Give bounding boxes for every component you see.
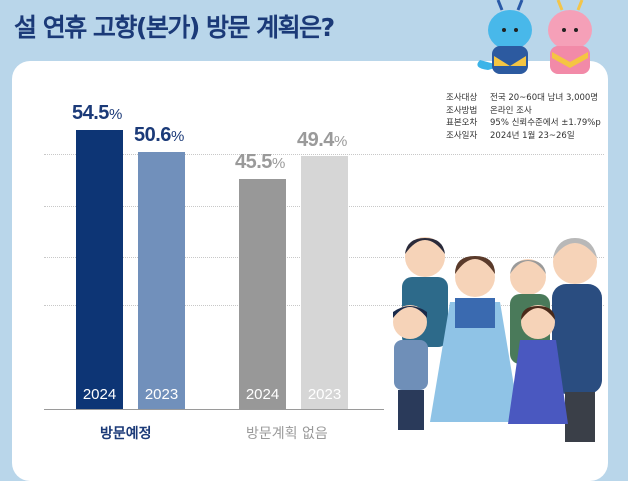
bar-noplan-2023: 2023 [301, 156, 348, 409]
bar-year-label: 2024 [82, 386, 117, 403]
bar-noplan-2024: 2024 [239, 179, 286, 409]
survey-error-row: 표본오차 95% 신뢰수준에서 ±1.79%p [446, 118, 601, 128]
value-label-visit-2024: 54.5% [72, 102, 122, 124]
value-label-noplan-2024: 45.5% [235, 151, 285, 173]
bar-year-label: 2024 [245, 386, 280, 403]
dragon-mascots-icon [477, 0, 592, 74]
bar-year-label: 2023 [144, 386, 179, 403]
value-label-visit-2023: 50.6% [134, 124, 184, 146]
family-illustration-icon [393, 237, 602, 442]
value-label-noplan-2023: 49.4% [297, 129, 347, 151]
survey-info: 조사대상 전국 20~60대 남녀 3,000명 조사방법 온라인 조사 표본오차 9… [446, 92, 601, 142]
bar-year-label: 2023 [307, 386, 342, 403]
page-title: 설 연휴 고향(본가) 방문 계획은? [14, 13, 335, 42]
bar-visit-2023: 2023 [138, 152, 185, 409]
survey-method-row: 조사방법 온라인 조사 [446, 105, 532, 116]
survey-target-row: 조사대상 전국 20~60대 남녀 3,000명 [446, 93, 599, 103]
category-label-visit: 방문예정 [100, 426, 152, 442]
bar-visit-2024: 2024 [76, 130, 123, 409]
survey-date-row: 조사일자 2024년 1월 23~26일 [446, 130, 575, 141]
category-label-noplan: 방문계획 없음 [246, 426, 328, 442]
gridline [44, 154, 604, 155]
x-axis-baseline [44, 409, 384, 410]
